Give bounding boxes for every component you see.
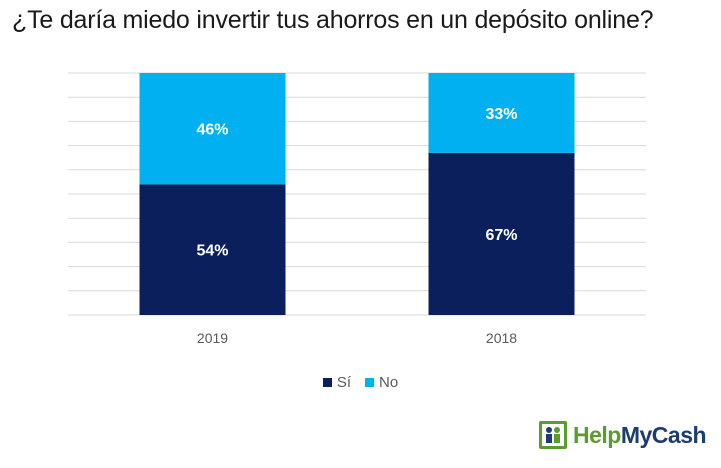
stacked-bar-chart: 54% 46% 2019 67% 33% 2018 <box>68 72 646 346</box>
legend-swatch-si <box>322 378 332 387</box>
data-label-2019-sí: 54% <box>196 243 228 260</box>
logo-icon <box>539 421 567 449</box>
logo-mycash: MyCash <box>620 421 707 448</box>
bar-2019-no <box>139 73 286 185</box>
legend-label-no: No <box>379 374 399 391</box>
chart-title: ¿Te daría miedo invertir tus ahorros en … <box>12 6 654 34</box>
x-tick-label-2018: 2018 <box>486 330 517 346</box>
data-label-2019-no: 46% <box>196 122 228 139</box>
data-label-2018-no: 33% <box>485 106 517 123</box>
x-tick-label-2019: 2019 <box>197 330 228 346</box>
bar-2019-sí <box>139 184 286 315</box>
bar-2018-sí <box>428 152 575 315</box>
legend-item-no: No <box>365 374 398 391</box>
legend-item-si: Sí <box>322 374 351 391</box>
legend: Sí No <box>0 374 721 391</box>
logo-help: Help <box>573 421 621 448</box>
legend-swatch-no <box>365 378 374 387</box>
helpmycash-logo: HelpMyCash <box>538 420 707 450</box>
legend-label-si: Sí <box>336 374 351 391</box>
logo-text: HelpMyCash <box>573 421 707 449</box>
bar-2018-no <box>428 73 575 153</box>
data-label-2018-sí: 67% <box>485 227 517 244</box>
